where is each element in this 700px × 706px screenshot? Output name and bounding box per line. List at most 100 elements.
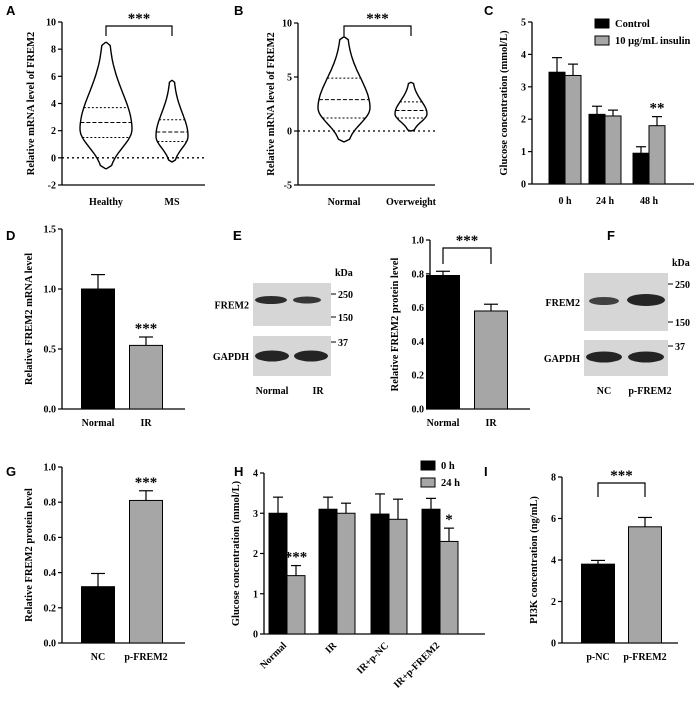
y-tick-label: 5 <box>521 18 526 29</box>
bar-0-h <box>268 512 288 635</box>
y-tick-label: 4 <box>51 99 56 110</box>
bar-0-h <box>421 508 441 635</box>
y-tick-label: 2 <box>51 126 56 137</box>
y-axis-title: Glucose concentration (mmol/L) <box>231 480 242 626</box>
bar-normal <box>426 274 460 410</box>
legend-label: 24 h <box>441 478 460 489</box>
significance-label: *** <box>135 321 158 337</box>
panel-d: 0.0 0.5 1.0 1.5 Relative FREM2 mRNA level D **… <box>6 225 185 429</box>
y-tick-label: 0.8 <box>412 269 425 280</box>
y-tick-label: -2 <box>48 181 56 192</box>
bar-0-h <box>318 508 338 635</box>
x-tick-label: p-FREM2 <box>623 652 666 663</box>
blot-unit: kDa <box>335 268 353 279</box>
bar-normal <box>81 288 115 410</box>
panel-letter: D <box>6 228 15 243</box>
y-axis-title: Glucose concentration (mmol/L) <box>499 30 510 176</box>
y-tick-label: 1.5 <box>44 225 57 236</box>
bar-10-g-ml-insulin <box>604 115 622 185</box>
x-tick-label: Normal <box>82 418 115 429</box>
panel-letter: E <box>233 228 242 243</box>
bar-24-h <box>336 512 356 635</box>
x-tick-label: Normal <box>427 418 460 429</box>
x-tick-label: 48 h <box>640 196 659 207</box>
bar-control <box>632 152 650 185</box>
significance-label: * <box>445 512 453 528</box>
y-tick-label: 0.4 <box>412 337 425 348</box>
y-tick-label: 0.8 <box>44 498 57 509</box>
protein-band <box>589 297 619 305</box>
bar-24-h <box>439 540 459 635</box>
x-tick-label: NC <box>91 652 105 663</box>
y-tick-label: 1 <box>253 589 258 600</box>
y-tick-label: 0.5 <box>44 345 57 356</box>
panel-b: -5 0 5 10 Relative mRNA level of FREM2 B Norma… <box>234 3 437 208</box>
y-tick-label: 6 <box>51 72 56 83</box>
x-tick-label: p-FREM2 <box>124 652 167 663</box>
y-tick-label: 0 <box>551 639 556 650</box>
violin-ms <box>155 79 189 163</box>
y-tick-label: 1.0 <box>412 236 425 247</box>
panel-letter: B <box>234 3 243 18</box>
blot-row-label: GAPDH <box>544 354 580 365</box>
y-axis-title: Relative mRNA level of FREM2 <box>26 32 37 175</box>
blot-row-label: GAPDH <box>213 352 249 363</box>
significance-label: *** <box>135 475 158 491</box>
protein-band <box>627 294 665 306</box>
panel-c: 0 1 2 3 4 5 Glucose concentration (mmol/L) C ** 0… <box>484 3 694 207</box>
y-axis-title: Relative mRNA level of FREM2 <box>266 32 277 175</box>
x-tick-label: p-NC <box>586 652 609 663</box>
blot-unit: kDa <box>672 258 690 269</box>
panel-letter: H <box>234 464 243 479</box>
y-tick-label: 4 <box>521 50 526 61</box>
protein-band <box>586 351 622 363</box>
marker-label: 250 <box>338 290 353 301</box>
y-tick-label: 0.4 <box>44 568 57 579</box>
bar-24-h <box>286 575 306 635</box>
x-tick-label: 0 h <box>558 196 572 207</box>
y-tick-label: 0.0 <box>44 639 57 650</box>
panel-g: 0.0 0.2 0.4 0.6 0.8 1.0 Relative FREM2 protein… <box>6 463 185 663</box>
x-tick-label: Normal <box>258 640 289 671</box>
blot-lane-label: Normal <box>256 386 289 397</box>
blot-lane-label: IR <box>312 386 324 397</box>
panel-letter: E <box>233 228 242 243</box>
x-tick-label: IR <box>140 418 152 429</box>
y-tick-label: 2 <box>253 549 258 560</box>
y-tick-label: 1 <box>521 147 526 158</box>
marker-label: 150 <box>338 313 353 324</box>
panel-i: 0 2 4 6 8 PI3K concentration (ng/mL) Ip-NC p-FR… <box>484 464 678 663</box>
blot-lane-label: NC <box>597 386 611 397</box>
panel-letter: G <box>6 464 16 479</box>
y-tick-label: 5 <box>287 73 292 84</box>
legend-swatch <box>594 35 610 46</box>
western-blot-f: F FREM2 GAPDH kDa 250 150 37 NC p-FREM2 <box>544 228 690 397</box>
significance-label: *** <box>128 11 151 27</box>
bar-0-h <box>370 513 390 635</box>
x-tick-label: IR <box>485 418 497 429</box>
protein-band <box>293 296 321 304</box>
significance-bracket <box>597 482 646 497</box>
y-tick-label: 10 <box>46 18 56 29</box>
significance-label: *** <box>366 11 389 27</box>
y-tick-label: 0 <box>253 630 258 641</box>
legend-swatch <box>420 477 436 488</box>
legend-label: Control <box>615 19 650 30</box>
bar-nc <box>81 586 115 644</box>
x-tick-label: IR+p-NC <box>355 640 391 676</box>
y-tick-label: 0 <box>521 180 526 191</box>
bar-control <box>548 71 566 185</box>
panel-a: -2 0 2 4 6 8 10 Relative mRNA level of FREM2 A He… <box>6 3 205 208</box>
x-tick-label: Normal <box>328 197 361 208</box>
y-tick-label: 2 <box>521 115 526 126</box>
y-axis-title: Relative FREM2 protein level <box>24 488 35 622</box>
bar-10-g-ml-insulin <box>564 74 582 185</box>
legend-swatch <box>420 460 436 471</box>
bar-24-h <box>388 518 408 635</box>
marker-label: 37 <box>675 342 685 353</box>
marker-label: 150 <box>675 318 690 329</box>
panel-e: 0.0 0.2 0.4 0.6 0.8 1.0 Relative FREM2 protein… <box>233 228 530 429</box>
x-tick-label: IR <box>323 640 339 656</box>
y-tick-label: 1.0 <box>44 285 57 296</box>
